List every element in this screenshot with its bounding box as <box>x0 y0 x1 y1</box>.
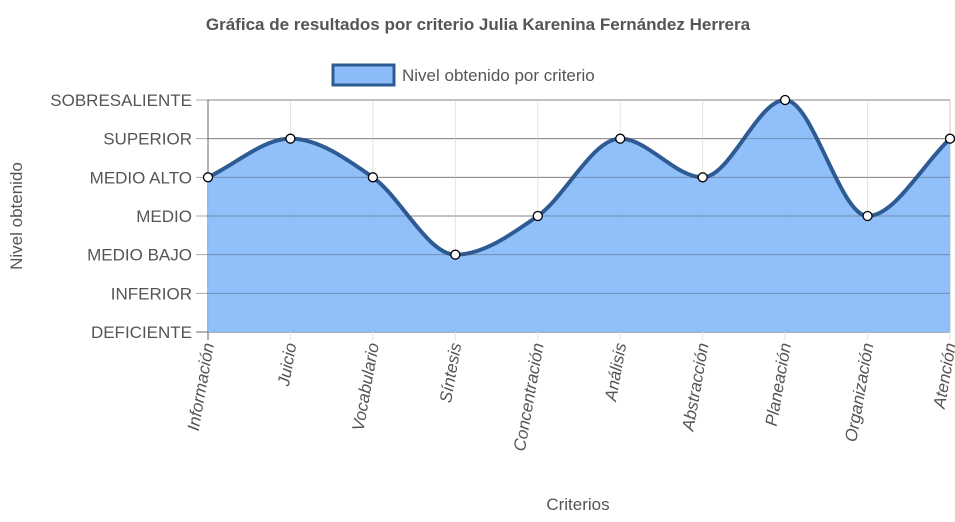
x-tick-label: Abstracción <box>678 341 712 433</box>
y-tick-label: MEDIO ALTO <box>90 168 192 187</box>
y-axis-ticks: DEFICIENTE INFERIOR MEDIO BAJO MEDIO MEDIO A… <box>50 91 192 342</box>
series-area <box>208 100 950 332</box>
x-tick-label: Análisis <box>601 341 630 403</box>
x-tick-label: Juicio <box>274 341 300 388</box>
y-tick-label: INFERIOR <box>111 284 192 303</box>
x-axis-label: Criterios <box>546 495 609 514</box>
x-tick-label: Vocabulario <box>349 341 383 432</box>
y-tick-label: DEFICIENTE <box>91 323 192 342</box>
data-point[interactable] <box>450 249 461 260</box>
x-tick-label: Síntesis <box>436 341 465 404</box>
data-point[interactable] <box>367 172 379 183</box>
x-tick-label: Planeación <box>762 341 795 427</box>
y-tick-label: MEDIO BAJO <box>87 246 192 265</box>
data-point[interactable] <box>779 94 791 106</box>
series-line <box>207 97 952 257</box>
data-point[interactable] <box>944 133 955 144</box>
data-point[interactable] <box>285 133 296 144</box>
data-point[interactable] <box>532 210 543 222</box>
data-point[interactable] <box>202 172 214 183</box>
chart-title: Gráfica de resultados por criterio Julia… <box>206 15 751 34</box>
x-axis-ticks: Información Juicio Vocabulario Síntesis Conc… <box>184 341 955 453</box>
data-point[interactable] <box>615 133 626 144</box>
area-layer <box>207 97 952 332</box>
x-tick-label: Concentración <box>510 341 548 452</box>
x-tick-label: Atención <box>930 341 955 410</box>
y-tick-label: MEDIO <box>136 207 192 226</box>
points-layer <box>202 94 955 260</box>
y-tick-label: SUPERIOR <box>103 130 192 149</box>
data-point[interactable] <box>862 210 873 222</box>
y-tick-label: SOBRESALIENTE <box>50 91 192 110</box>
data-point[interactable] <box>697 172 708 183</box>
x-tick-label: Organización <box>841 341 877 443</box>
legend-label: Nivel obtenido por criterio <box>402 66 595 85</box>
legend[interactable]: Nivel obtenido por criterio <box>331 63 595 87</box>
x-tick-label: Información <box>184 341 218 432</box>
y-axis-label: Nivel obtenido <box>7 162 26 270</box>
legend-swatch <box>331 63 396 87</box>
